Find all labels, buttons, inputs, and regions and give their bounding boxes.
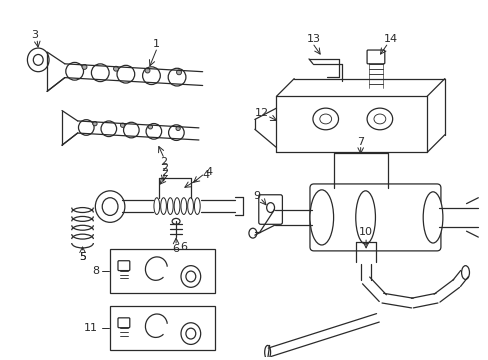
Ellipse shape [102, 198, 118, 215]
Ellipse shape [123, 122, 139, 138]
FancyBboxPatch shape [309, 184, 440, 251]
Text: 10: 10 [358, 227, 372, 237]
Ellipse shape [181, 266, 200, 287]
FancyBboxPatch shape [258, 195, 282, 224]
Text: 11: 11 [83, 323, 97, 333]
Text: 1: 1 [153, 39, 160, 49]
FancyBboxPatch shape [118, 261, 129, 271]
Ellipse shape [93, 121, 97, 126]
Text: 7: 7 [356, 136, 364, 147]
Ellipse shape [78, 120, 94, 135]
FancyBboxPatch shape [118, 318, 129, 328]
Text: 6: 6 [180, 242, 187, 252]
Text: 3: 3 [31, 30, 38, 40]
Ellipse shape [264, 345, 270, 359]
Ellipse shape [95, 191, 124, 222]
Text: 5: 5 [79, 252, 86, 262]
Ellipse shape [266, 203, 274, 212]
Ellipse shape [154, 198, 160, 215]
Ellipse shape [117, 66, 135, 83]
Ellipse shape [319, 114, 331, 124]
Text: 6: 6 [172, 244, 179, 254]
Ellipse shape [185, 328, 195, 339]
Text: 8: 8 [92, 266, 99, 276]
Ellipse shape [181, 198, 186, 215]
Ellipse shape [461, 266, 468, 279]
Ellipse shape [142, 67, 160, 85]
Ellipse shape [312, 108, 338, 130]
Ellipse shape [172, 219, 180, 224]
Bar [110, 306, 215, 350]
Text: 4: 4 [204, 167, 212, 177]
Ellipse shape [168, 125, 184, 140]
Ellipse shape [181, 323, 200, 345]
Text: 4: 4 [202, 170, 209, 180]
Ellipse shape [187, 198, 193, 215]
Ellipse shape [27, 48, 49, 72]
Ellipse shape [194, 198, 200, 215]
Ellipse shape [167, 198, 173, 215]
Text: 13: 13 [306, 34, 320, 44]
FancyBboxPatch shape [366, 50, 384, 64]
Text: 2: 2 [160, 157, 166, 167]
Ellipse shape [168, 68, 185, 86]
Text: 14: 14 [383, 34, 397, 44]
Ellipse shape [148, 125, 152, 129]
Ellipse shape [33, 54, 43, 65]
Ellipse shape [422, 192, 442, 243]
Bar [110, 249, 215, 293]
Ellipse shape [176, 70, 181, 75]
Ellipse shape [373, 114, 385, 124]
Ellipse shape [66, 62, 83, 80]
Text: 12: 12 [254, 108, 268, 118]
Ellipse shape [146, 123, 162, 139]
Ellipse shape [355, 191, 375, 244]
Text: 2: 2 [161, 163, 167, 173]
Ellipse shape [174, 198, 180, 215]
Text: 9: 9 [253, 191, 260, 201]
Ellipse shape [113, 66, 118, 71]
Ellipse shape [248, 228, 256, 238]
Ellipse shape [366, 108, 392, 130]
Ellipse shape [120, 123, 124, 127]
Ellipse shape [82, 64, 87, 69]
Ellipse shape [176, 126, 180, 131]
Text: 5: 5 [79, 252, 86, 262]
Ellipse shape [161, 198, 166, 215]
Ellipse shape [185, 271, 195, 282]
Ellipse shape [91, 64, 109, 82]
Ellipse shape [309, 190, 333, 245]
Ellipse shape [145, 68, 150, 73]
Text: 2: 2 [161, 168, 167, 178]
Ellipse shape [101, 121, 116, 136]
